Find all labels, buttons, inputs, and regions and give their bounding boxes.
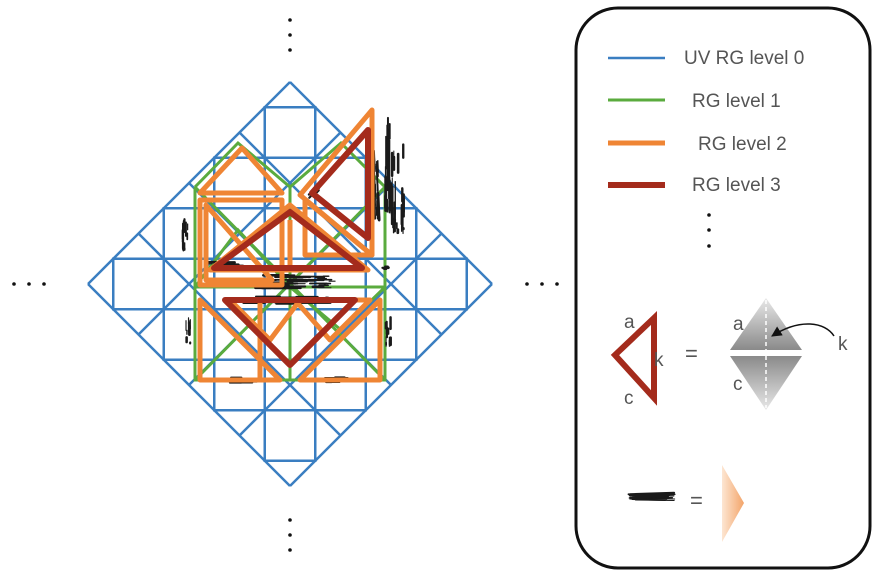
diamond-arrow — [771, 323, 835, 337]
hatch-mark — [631, 493, 669, 497]
mesh-cell-diamond — [314, 358, 367, 412]
hatch-mark — [308, 194, 313, 199]
mesh-level-3 — [211, 127, 371, 368]
hatch-mark — [376, 191, 381, 222]
hatch-mark — [629, 498, 668, 501]
key-hatch-stroke — [627, 491, 676, 502]
key-stroke-equals: = — [690, 488, 703, 513]
mesh-cell-diamond — [162, 308, 216, 361]
key-triangle — [610, 311, 657, 406]
key-label-c: c — [624, 388, 634, 409]
mesh-cell-diamond — [263, 409, 317, 462]
key-diamond-bottom — [730, 356, 802, 410]
hatch-mark — [376, 160, 379, 178]
diamond-label-k: k — [838, 334, 848, 355]
mesh-cell-diamond — [263, 106, 317, 159]
key-equals: = — [685, 341, 698, 366]
mesh-line — [289, 283, 493, 487]
legend-label-level-2: RG level 2 — [698, 134, 787, 155]
hatch-mark — [376, 200, 379, 219]
mesh-line — [87, 283, 291, 487]
hatch-mark — [634, 499, 675, 502]
mesh-cell-diamond — [112, 257, 165, 311]
legend-label-level-3: RG level 3 — [692, 175, 781, 196]
hatch-mark — [635, 494, 669, 499]
legend: UV RG level 0 RG level 1 RG level 2 RG l… — [608, 48, 848, 542]
key-label-k: k — [654, 350, 664, 371]
diamond-label-c: c — [733, 374, 743, 395]
legend-label-level-0: UV RG level 0 — [684, 48, 804, 69]
legend-ellipsis — [707, 213, 711, 248]
diamond-label-a: a — [733, 314, 744, 335]
legend-label-level-1: RG level 1 — [692, 91, 781, 112]
ellipsis-dots — [12, 18, 559, 552]
key-orange-wedge — [722, 465, 744, 542]
mesh-cell-diamond — [415, 257, 468, 311]
hatch-mark — [631, 496, 674, 500]
key-label-a: a — [624, 312, 635, 333]
mesh-cell-diamond — [213, 358, 266, 412]
legend-box — [574, 6, 872, 570]
